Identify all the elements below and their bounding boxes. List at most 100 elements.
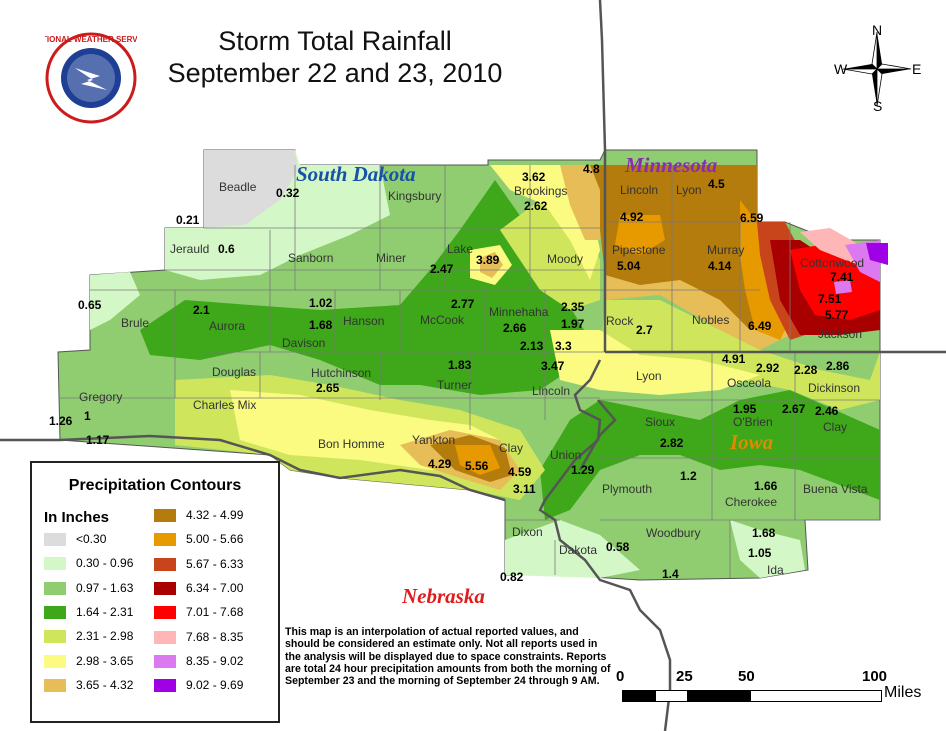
rain-value: 7.41 — [830, 270, 854, 284]
legend-label: 2.31 - 2.98 — [76, 629, 134, 644]
legend-label: 4.32 - 4.99 — [186, 508, 244, 522]
contour-902-969 — [866, 243, 888, 265]
county-moody: Moody — [547, 252, 584, 266]
county-lyon-mn: Lyon — [676, 183, 702, 197]
rain-value: 5.77 — [825, 308, 849, 322]
contour-lt030 — [204, 150, 298, 228]
contour-164-231-a — [140, 180, 590, 395]
rain-value: 4.29 — [428, 457, 452, 471]
county-union: Union — [550, 448, 582, 462]
county-mccook: McCook — [420, 313, 465, 327]
legend-label: 7.68 - 8.35 — [186, 629, 244, 644]
legend-label: 1.64 - 2.31 — [76, 604, 134, 619]
county-clay-sd: Clay — [499, 441, 524, 455]
legend: Precipitation Contours In Inches <0.30 0.… — [30, 461, 280, 723]
legend-label: 8.35 - 9.02 — [186, 653, 244, 668]
legend-label: 0.30 - 0.96 — [76, 556, 134, 571]
rain-value: 2.7 — [636, 323, 653, 337]
title-line-2: September 22 and 23, 2010 — [167, 58, 503, 88]
county-gregory: Gregory — [79, 390, 123, 404]
rain-value: 3.11 — [513, 482, 536, 496]
county-pipestone: Pipestone — [612, 243, 666, 257]
legend-swatch — [154, 533, 176, 547]
rain-value: 4.5 — [708, 177, 725, 191]
rain-value: 5.56 — [465, 459, 489, 473]
legend-label: 5.67 - 6.33 — [186, 556, 244, 571]
title-line-1: Storm Total Rainfall — [218, 26, 452, 56]
county-lincoln-mn: Lincoln — [620, 183, 659, 197]
rain-value: 1.68 — [309, 318, 333, 332]
county-lake: Lake — [447, 242, 474, 256]
county-nobles: Nobles — [692, 313, 730, 327]
compass-star-icon — [842, 31, 912, 107]
contour-500-566-b — [455, 445, 500, 475]
contour-030-096-d — [730, 520, 805, 578]
scale-25: 25 — [676, 668, 693, 685]
rain-value: 4.8 — [583, 162, 600, 176]
rain-value: 1.66 — [754, 479, 778, 493]
rain-value: 7.51 — [818, 292, 842, 306]
county-minnehaha: Minnehaha — [489, 305, 549, 319]
legend-label: 6.34 - 7.00 — [186, 580, 244, 595]
rain-value: 1.02 — [309, 296, 333, 310]
scale-bar: 0 25 50 100 Miles — [612, 668, 942, 718]
legend-swatch — [154, 581, 176, 595]
state-iowa: Iowa — [730, 430, 774, 454]
legend-label: 3.65 - 4.32 — [76, 677, 134, 692]
county-woodbury: Woodbury — [646, 526, 701, 540]
legend-swatch — [44, 557, 66, 571]
rain-value: 2.77 — [451, 297, 475, 311]
county-kingsbury: Kingsbury — [388, 189, 442, 203]
legend-swatch — [154, 509, 176, 522]
county-dixon: Dixon — [512, 525, 543, 539]
legend-swatch — [44, 630, 66, 644]
state-nebraska: Nebraska — [402, 584, 485, 608]
county-sanborn: Sanborn — [288, 251, 334, 265]
legend-units: In Inches — [44, 509, 110, 526]
rain-value: 1.29 — [571, 463, 595, 477]
county-plymouth: Plymouth — [602, 482, 653, 496]
rain-value: 2.86 — [826, 359, 850, 373]
county-jackson: Jackson — [818, 327, 863, 341]
compass-e: E — [912, 61, 922, 77]
rain-value: 0.82 — [500, 570, 524, 584]
scale-0: 0 — [616, 668, 625, 685]
legend-label: 2.98 - 3.65 — [76, 653, 134, 668]
rain-value: 3.89 — [476, 253, 500, 267]
county-bon-homme: Bon Homme — [318, 437, 385, 451]
rain-value: 2.47 — [430, 262, 454, 276]
rain-value: 4.59 — [508, 465, 532, 479]
rain-value: 2.82 — [660, 436, 684, 450]
legend-swatch — [44, 581, 66, 595]
compass-n: N — [872, 22, 883, 38]
legend-swatch — [44, 605, 66, 619]
rain-value: 2.62 — [524, 199, 548, 213]
contour-835-902-b — [834, 280, 852, 294]
rain-value: 0.58 — [606, 540, 630, 554]
nws-logo: NATIONAL WEATHER SERVICE — [31, 28, 152, 128]
county-buena-vista: Buena Vista — [803, 482, 868, 496]
rain-value: 6.49 — [748, 319, 772, 333]
rain-value: 0.32 — [276, 186, 300, 200]
rain-value: 1.2 — [680, 469, 697, 483]
rain-value: 1.26 — [49, 414, 73, 428]
rain-value: 1.17 — [86, 433, 110, 447]
county-hanson: Hanson — [343, 314, 385, 328]
legend-swatch — [44, 654, 66, 668]
legend-swatch — [44, 533, 66, 546]
rain-value: 2.1 — [193, 303, 210, 317]
county-charles-mix: Charles Mix — [193, 398, 257, 412]
county-murray: Murray — [707, 243, 745, 257]
county-brookings: Brookings — [514, 184, 568, 198]
legend-label: 7.01 - 7.68 — [186, 605, 244, 620]
contour-030-096-b — [90, 272, 140, 330]
county-turner: Turner — [437, 378, 472, 392]
contour-298-365-c — [550, 330, 760, 395]
rain-value: 2.67 — [782, 402, 806, 416]
county-miner: Miner — [376, 251, 407, 265]
contour-231-298-b — [600, 300, 880, 410]
county-rock: Rock — [606, 314, 634, 328]
county-douglas: Douglas — [212, 365, 257, 379]
county-jerauld: Jerauld — [170, 242, 210, 256]
rain-value: 1.83 — [448, 358, 472, 372]
